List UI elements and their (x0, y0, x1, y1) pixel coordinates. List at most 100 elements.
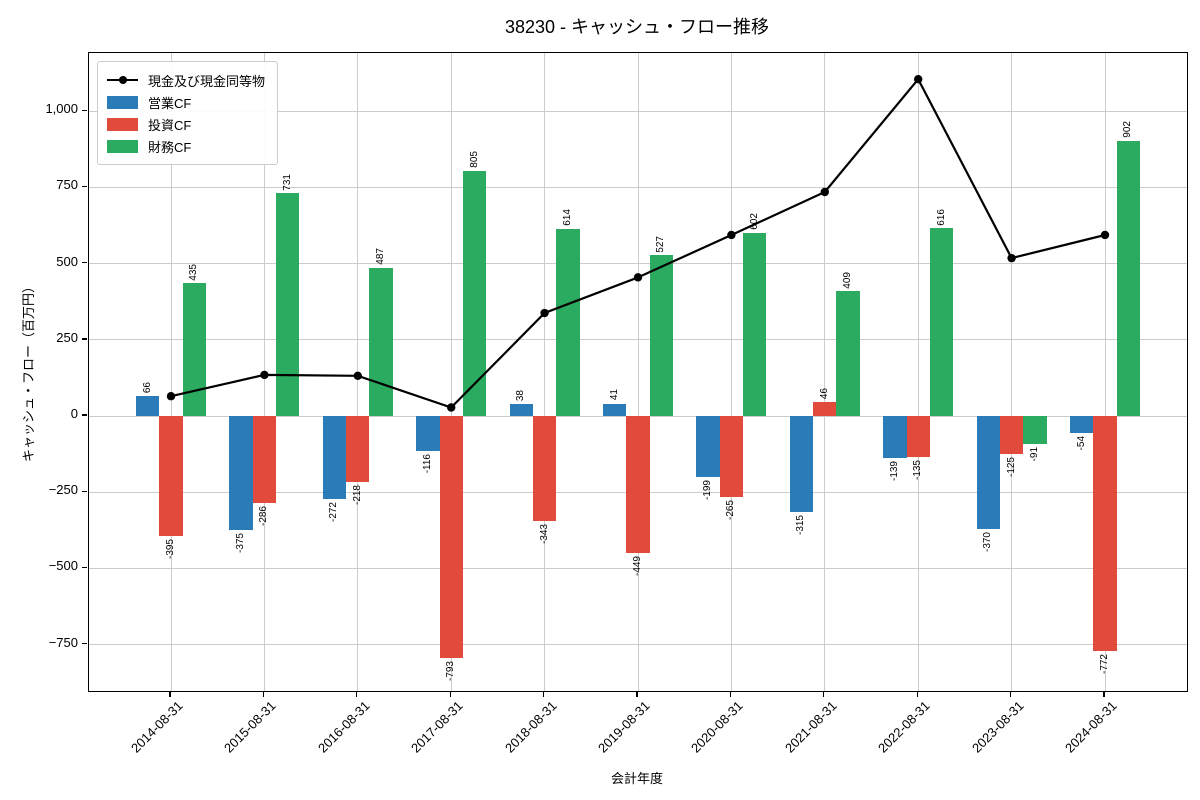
legend-item-営業CF: 営業CF (107, 91, 265, 113)
bar-財務CF-2018-08-31 (556, 228, 580, 417)
x-gridline (824, 53, 826, 691)
legend-label: 営業CF (148, 95, 192, 111)
y-tick-mark (82, 261, 87, 264)
x-axis-title: 会計年度 (610, 771, 663, 786)
legend-line-marker (118, 76, 127, 84)
y-axis-title: キャッシュ・フロー（百万円） (21, 280, 36, 463)
legend-label: 財務CF (148, 139, 192, 155)
bar-投資CF-2018-08-31 (532, 416, 557, 521)
y-tick-mark (82, 642, 87, 645)
cash-line-marker (540, 308, 549, 318)
bar-投資CF-2020-08-31 (719, 416, 744, 497)
x-tick-mark (542, 692, 545, 697)
y-tick-label: −250 (48, 482, 78, 498)
bar-投資CF-2021-08-31 (813, 402, 837, 417)
x-tick-mark (729, 692, 732, 697)
bar-財務CF-2014-08-31 (182, 283, 207, 417)
bar-営業CF-2015-08-31 (229, 416, 253, 531)
x-gridline (917, 53, 919, 691)
bar-投資CF-2024-08-31 (1093, 416, 1117, 652)
y-tick-label: 750 (56, 177, 78, 193)
chart-title: 38230 - キャッシュ・フロー推移 (504, 17, 770, 37)
legend-label: 現金及び現金同等物 (148, 73, 266, 89)
y-tick-mark (82, 185, 87, 188)
bar-投資CF-2017-08-31 (439, 416, 463, 658)
legend: 現金及び現金同等物 営業CF 投資CF 財務CF (97, 61, 279, 165)
bar-財務CF-2024-08-31 (1116, 141, 1141, 417)
x-tick-mark (636, 692, 638, 697)
cash-line-marker (353, 371, 362, 381)
legend-item-財務CF: 財務CF (107, 135, 265, 157)
x-gridline (730, 53, 732, 691)
y-tick-label: 250 (56, 329, 78, 345)
x-gridline (450, 53, 452, 691)
x-tick-mark (262, 692, 265, 697)
bar-投資CF-2023-08-31 (999, 416, 1024, 455)
plot-area: 66 -375 -272 -116 38 41 -199 -315 -139 -370 -54 -39… (88, 52, 1188, 692)
bar-営業CF-2020-08-31 (696, 416, 720, 477)
x-tick-mark (1103, 692, 1105, 697)
y-tick-label: −500 (48, 558, 78, 574)
x-tick-mark (169, 692, 171, 697)
y-tick-label: 1,000 (45, 101, 78, 117)
y-tick-mark (82, 338, 87, 340)
x-tick-mark (356, 692, 358, 697)
bar-財務CF-2023-08-31 (1023, 416, 1047, 444)
legend-label: 投資CF (148, 117, 192, 133)
cash-line-series (166, 75, 1110, 412)
bar-投資CF-2014-08-31 (159, 416, 183, 537)
legend-swatch (107, 117, 138, 131)
bar-営業CF-2022-08-31 (883, 416, 907, 459)
legend-item-現金及び現金同等物: 現金及び現金同等物 (107, 69, 265, 91)
cash-line-marker (166, 392, 176, 401)
x-tick-mark (823, 692, 825, 697)
cash-line-marker (1100, 230, 1110, 240)
y-tick-mark (82, 414, 87, 416)
legend-line-sample (107, 74, 138, 87)
bar-営業CF-2016-08-31 (322, 416, 347, 499)
bar-財務CF-2022-08-31 (929, 228, 954, 417)
bar-営業CF-2018-08-31 (509, 404, 533, 417)
y-tick-label: −750 (48, 634, 78, 650)
bar-営業CF-2019-08-31 (602, 403, 627, 417)
y-tick-label: 500 (56, 253, 78, 269)
x-gridline (544, 53, 546, 691)
bar-営業CF-2023-08-31 (976, 416, 1000, 529)
bar-投資CF-2016-08-31 (346, 416, 370, 483)
bar-投資CF-2019-08-31 (626, 416, 650, 553)
bar-投資CF-2015-08-31 (252, 416, 277, 504)
y-tick-mark (82, 109, 87, 111)
bar-営業CF-2017-08-31 (416, 416, 440, 452)
bar-財務CF-2017-08-31 (462, 170, 487, 417)
y-tick-mark (82, 566, 87, 569)
cash-line-marker (914, 75, 923, 84)
legend-swatch (107, 139, 138, 153)
cash-line-marker (447, 403, 456, 412)
bar-営業CF-2021-08-31 (789, 416, 814, 513)
x-tick-mark (449, 692, 451, 697)
x-tick-mark (916, 692, 918, 697)
cash-line-marker (727, 230, 736, 240)
bar-財務CF-2015-08-31 (276, 193, 300, 417)
bar-財務CF-2021-08-31 (836, 291, 860, 417)
legend-item-投資CF: 投資CF (107, 113, 265, 135)
bar-営業CF-2014-08-31 (135, 395, 160, 417)
x-gridline (1104, 53, 1106, 691)
cash-line (170, 77, 1106, 409)
x-tick-mark (1009, 692, 1012, 697)
bar-財務CF-2020-08-31 (743, 232, 767, 417)
bar-投資CF-2022-08-31 (906, 416, 930, 458)
bar-営業CF-2024-08-31 (1069, 416, 1094, 433)
y-tick-label: 0 (70, 406, 78, 422)
y-tick-mark (82, 490, 87, 492)
x-gridline (170, 53, 172, 691)
bar-財務CF-2016-08-31 (369, 267, 393, 417)
cash-line-marker (633, 273, 643, 282)
cash-line-marker (260, 370, 269, 380)
legend-swatch (107, 95, 138, 109)
bar-財務CF-2019-08-31 (649, 255, 674, 417)
x-gridline (637, 53, 639, 691)
x-gridline (1011, 53, 1013, 691)
cash-line-marker (1007, 253, 1016, 263)
